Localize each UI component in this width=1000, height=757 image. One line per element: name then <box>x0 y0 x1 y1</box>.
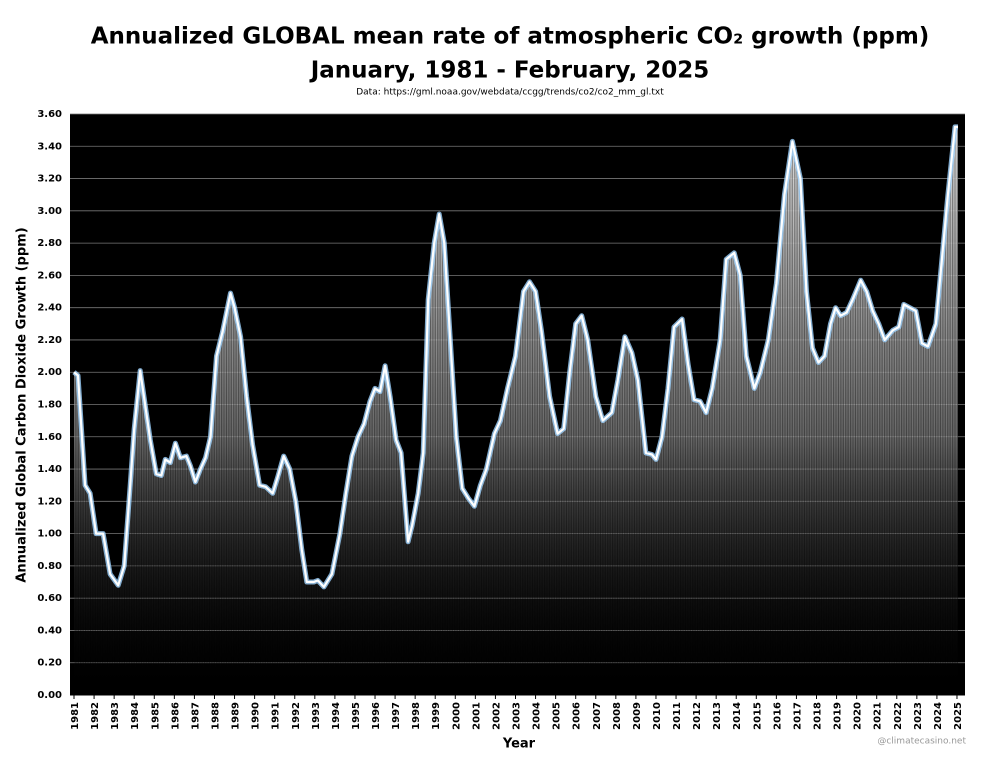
x-tick-label: 2007 <box>592 702 603 730</box>
credit: @climatecasino.net <box>877 737 966 747</box>
y-tick-label: 0.80 <box>37 561 62 572</box>
x-tick-label: 1998 <box>411 702 422 730</box>
x-tick-label: 2011 <box>672 702 683 730</box>
y-tick-label: 1.40 <box>37 464 62 475</box>
y-tick-label: 0.60 <box>37 593 62 604</box>
x-tick-label: 1993 <box>311 702 322 730</box>
y-tick-label: 0.00 <box>37 690 62 701</box>
x-tick-label: 1999 <box>431 702 442 730</box>
x-tick-label: 2023 <box>913 702 924 730</box>
y-tick-label: 2.20 <box>37 335 62 346</box>
x-tick-label: 2001 <box>471 702 482 730</box>
y-tick-label: 3.00 <box>37 206 62 217</box>
x-tick-label: 1988 <box>210 702 221 730</box>
x-tick-label: 2020 <box>853 702 864 730</box>
x-tick-label: 1987 <box>190 702 201 730</box>
x-tick-label: 1989 <box>231 702 242 730</box>
x-tick-label: 1985 <box>150 702 161 730</box>
y-tick-label: 2.00 <box>37 367 62 378</box>
x-tick-label: 2016 <box>772 702 783 730</box>
x-axis-label: Year <box>502 737 536 752</box>
y-tick-label: 0.20 <box>37 658 62 669</box>
y-tick-label: 0.40 <box>37 625 62 636</box>
x-tick-label: 2013 <box>712 702 723 730</box>
x-tick-label: 1986 <box>170 702 181 730</box>
y-tick-label: 2.40 <box>37 303 62 314</box>
x-tick-label: 2021 <box>873 702 884 730</box>
x-tick-label: 2024 <box>933 702 944 730</box>
line <box>73 125 958 588</box>
x-tick-label: 1996 <box>371 702 382 730</box>
x-tick-label: 1982 <box>90 702 101 730</box>
y-tick-label: 2.60 <box>37 270 62 281</box>
chart-title: Annualized GLOBAL mean rate of atmospher… <box>91 24 930 50</box>
y-tick-label: 3.60 <box>37 109 62 120</box>
y-tick-label: 1.60 <box>37 432 62 443</box>
chart-subtitle: January, 1981 - February, 2025 <box>309 58 710 84</box>
x-tick-label: 1990 <box>251 702 262 730</box>
y-tick-label: 3.20 <box>37 174 62 185</box>
y-tick-label: 3.40 <box>37 141 62 152</box>
x-tick-label: 2015 <box>752 702 763 730</box>
x-tick-label: 2017 <box>792 702 803 730</box>
x-tick-label: 2010 <box>652 702 663 730</box>
x-tick-label: 2012 <box>692 702 703 730</box>
x-tick-label: 2000 <box>451 702 462 730</box>
x-tick-label: 2019 <box>833 702 844 730</box>
x-tick-label: 2014 <box>732 702 743 730</box>
x-tick-label: 2025 <box>953 702 964 730</box>
x-tick-label: 1984 <box>130 702 141 730</box>
y-tick-label: 2.80 <box>37 238 62 249</box>
y-axis-label: Annualized Global Carbon Dioxide Growth … <box>15 227 30 582</box>
x-tick-label: 1994 <box>331 702 342 730</box>
x-tick-label: 2008 <box>612 702 623 730</box>
y-tick-label: 1.00 <box>37 529 62 540</box>
x-tick-label: 2018 <box>813 702 824 730</box>
x-tick-label: 2005 <box>552 702 563 730</box>
x-tick-label: 1991 <box>271 702 282 730</box>
x-tick-label: 2003 <box>511 702 522 730</box>
x-tick-label: 1981 <box>70 702 81 730</box>
y-tick-label: 1.80 <box>37 400 62 411</box>
source-note: Data: https://gml.noaa.gov/webdata/ccgg/… <box>356 88 664 98</box>
x-tick-label: 2009 <box>632 702 643 730</box>
x-tick-label: 1992 <box>291 702 302 730</box>
x-tick-label: 1997 <box>391 702 402 730</box>
x-tick-label: 1995 <box>351 702 362 730</box>
x-tick-label: 2022 <box>893 702 904 730</box>
x-tick-label: 2006 <box>572 702 583 730</box>
x-tick-label: 2004 <box>532 702 543 730</box>
x-tick-label: 2002 <box>491 702 502 730</box>
x-tick-label: 1983 <box>110 702 121 730</box>
y-tick-label: 1.20 <box>37 496 62 507</box>
